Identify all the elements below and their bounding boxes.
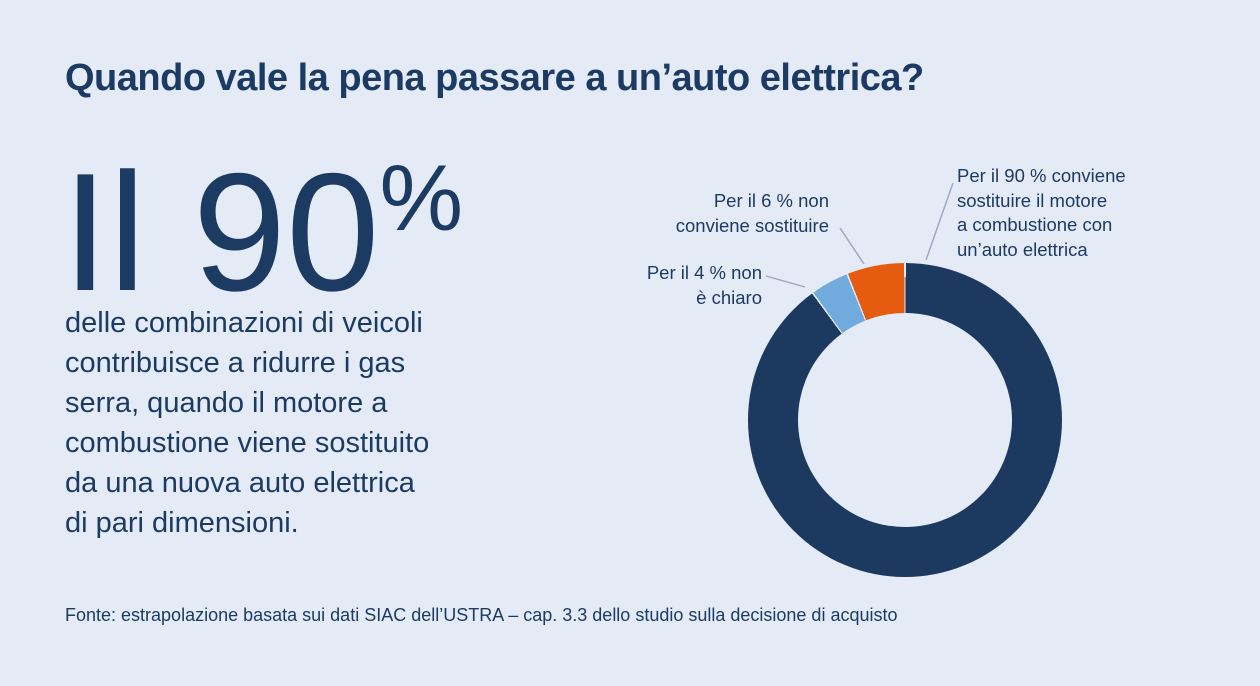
callout-label-4: Per il 4 % non è chiaro [640, 261, 762, 310]
donut-chart [748, 263, 1062, 577]
callout-line-text: è chiaro [696, 286, 762, 308]
callout-line-text: Per il 90 % conviene [957, 165, 1126, 186]
lead-line: delle combinazioni di veicoli [65, 307, 423, 339]
highlight-stat-text: Il 90 [62, 138, 380, 326]
callout-line-90 [925, 182, 954, 261]
callout-line-text: a combustione con [957, 214, 1113, 235]
lead-line: contribuisce a ridurre i gas [65, 347, 406, 379]
callout-label-90: Per il 90 % conviene sostituire il motor… [957, 164, 1126, 262]
callout-line-text: Per il 4 % non [646, 262, 762, 283]
callout-label-6: Per il 6 % non conviene sostituire [629, 189, 829, 238]
percent-sign: % [379, 145, 464, 250]
page-title: Quando vale la pena passare a un’auto el… [65, 57, 924, 99]
callout-line-6 [839, 227, 865, 265]
callout-line-text: Per il 6 % non [713, 190, 829, 211]
callout-line-text: un’auto elettrica [957, 238, 1088, 260]
lead-line: serra, quando il motore a [65, 387, 388, 419]
callout-line-text: sostituire il motore [957, 189, 1108, 211]
lead-line: combustione viene sostituito [65, 427, 430, 459]
source-note: Fonte: estrapolazione basata sui dati SI… [65, 605, 898, 625]
callout-line-4 [765, 275, 806, 288]
callout-line-text: conviene sostituire [675, 214, 829, 236]
highlight-stat: Il 90% [62, 148, 463, 316]
lead-paragraph: delle combinazioni di veicoli contribuis… [65, 303, 429, 543]
donut-hole [798, 313, 1012, 527]
lead-line: da una nuova auto elettrica [65, 467, 415, 499]
lead-line: di pari dimensioni. [65, 507, 299, 539]
